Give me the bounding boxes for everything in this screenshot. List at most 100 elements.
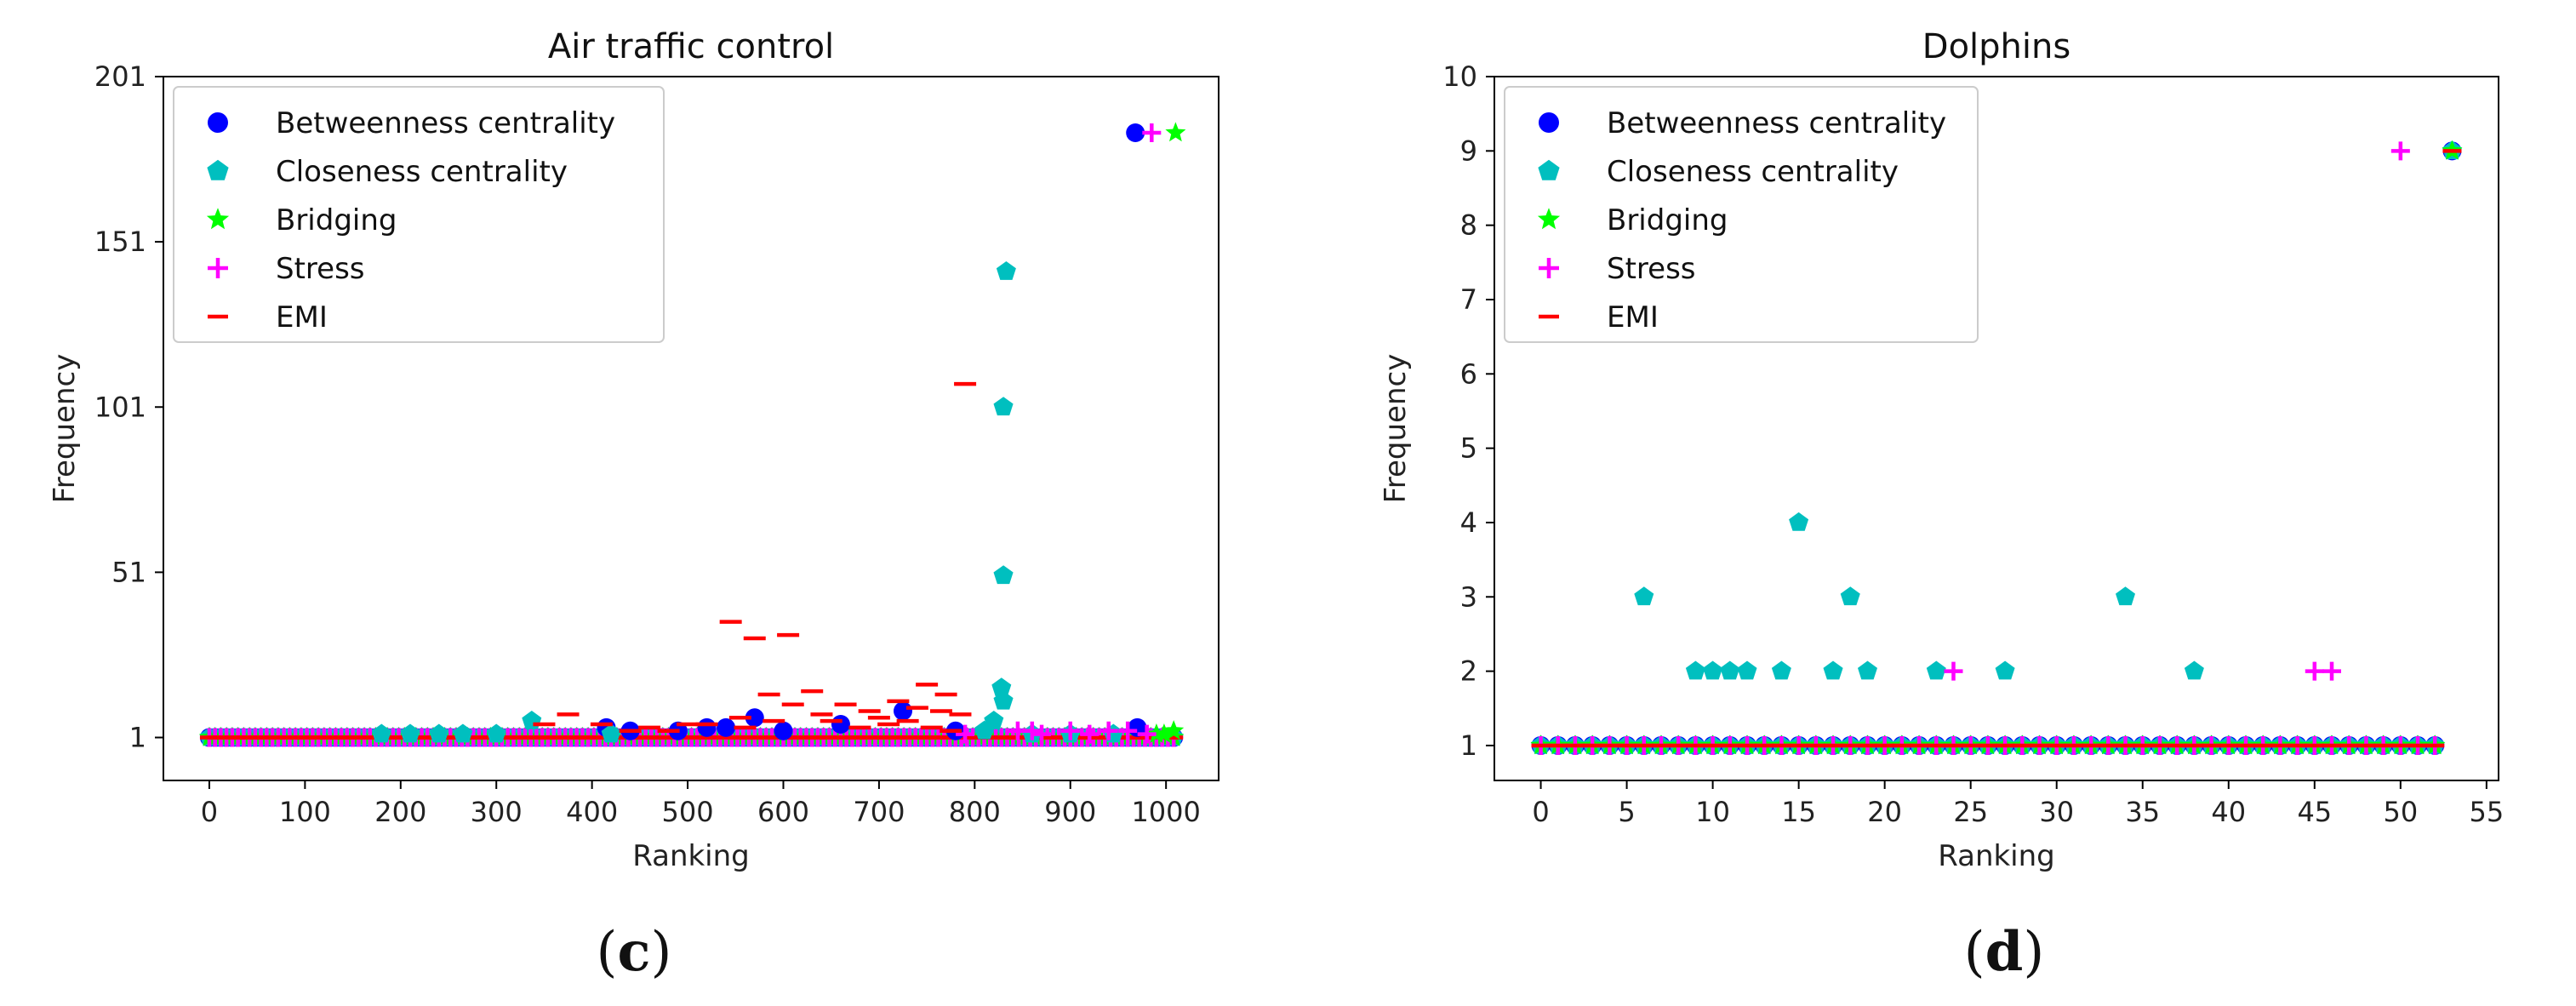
x-tick-label: 35 bbox=[2125, 796, 2160, 828]
y-tick-label: 51 bbox=[111, 556, 146, 588]
data-point-closeness bbox=[993, 565, 1014, 585]
y-tick-label: 6 bbox=[1460, 357, 1477, 390]
series-bridging bbox=[1145, 122, 1186, 743]
y-tick-label: 1 bbox=[1460, 729, 1477, 762]
y-tick-label: 9 bbox=[1460, 134, 1477, 167]
caption-letter: d bbox=[1985, 920, 2024, 984]
data-point-stress bbox=[2305, 661, 2324, 681]
legend-marker-betweenness bbox=[208, 112, 228, 133]
y-tick-label: 10 bbox=[1442, 60, 1477, 93]
legend-label-betweenness: Betweenness centrality bbox=[276, 106, 615, 140]
data-point-closeness bbox=[2116, 586, 2135, 606]
data-point-stress bbox=[1944, 661, 1963, 681]
x-tick-label: 55 bbox=[2469, 796, 2504, 828]
y-axis-label: Frequency bbox=[1379, 354, 1413, 504]
plot-data-layer bbox=[1530, 140, 2463, 755]
data-point-closeness bbox=[2184, 660, 2204, 680]
plot-data-layer bbox=[198, 122, 1186, 747]
y-tick-label: 101 bbox=[94, 391, 146, 423]
data-point-stress bbox=[1142, 123, 1162, 143]
x-tick-label: 0 bbox=[201, 796, 218, 828]
plot-frame bbox=[163, 76, 1219, 781]
caption-close: ) bbox=[650, 921, 671, 984]
legend-label-stress: Stress bbox=[1607, 252, 1696, 286]
data-point-stress bbox=[1008, 721, 1027, 740]
x-tick-label: 600 bbox=[757, 796, 809, 828]
legend-marker-bridging bbox=[1537, 208, 1561, 230]
x-tick-label: 400 bbox=[566, 796, 618, 828]
y-tick-label: 201 bbox=[94, 60, 146, 93]
chart-panel-c: Air traffic control 0 100 200 300 400 500 600 70… bbox=[48, 27, 1219, 984]
data-point-closeness bbox=[974, 720, 995, 740]
data-point-closeness bbox=[1823, 660, 1843, 680]
x-axis-label: Ranking bbox=[1938, 839, 2055, 873]
data-point-bridging bbox=[1163, 720, 1185, 740]
x-tick-label: 40 bbox=[2211, 796, 2246, 828]
data-point-stress bbox=[956, 724, 975, 744]
legend-marker-stress bbox=[1539, 258, 1559, 278]
x-tick-label: 1000 bbox=[1131, 796, 1200, 828]
data-point-closeness bbox=[601, 723, 621, 743]
x-tick-label: 45 bbox=[2297, 796, 2332, 828]
panel-caption: (d) bbox=[1964, 920, 2045, 984]
data-point-stress bbox=[1137, 724, 1157, 744]
data-point-betweenness bbox=[1126, 123, 1145, 143]
legend-marker-closeness bbox=[207, 159, 229, 180]
legend-marker-betweenness bbox=[1539, 112, 1559, 133]
data-point-betweenness bbox=[745, 708, 764, 728]
data-point-stress bbox=[1032, 724, 1052, 744]
x-tick-label: 50 bbox=[2383, 796, 2418, 828]
data-point-closeness bbox=[486, 723, 506, 743]
chart-title: Dolphins bbox=[1922, 27, 2071, 66]
legend-label-emi: EMI bbox=[1607, 300, 1659, 334]
x-tick-label: 700 bbox=[853, 796, 905, 828]
panel-caption: (c) bbox=[597, 920, 672, 984]
x-tick-label: 500 bbox=[662, 796, 714, 828]
legend-marker-closeness bbox=[1538, 159, 1560, 180]
data-point-betweenness bbox=[774, 721, 793, 740]
y-tick-label: 7 bbox=[1460, 283, 1477, 316]
series-stress bbox=[1944, 141, 2410, 681]
x-tick-label: 900 bbox=[1044, 796, 1096, 828]
data-point-closeness bbox=[1737, 660, 1757, 680]
data-point-betweenness bbox=[717, 717, 736, 737]
legend: Betweenness centrality Closeness centrali… bbox=[1504, 86, 1979, 343]
x-tick-label: 25 bbox=[1953, 796, 1988, 828]
data-point-closeness bbox=[1634, 586, 1654, 606]
legend-label-closeness: Closeness centrality bbox=[1607, 155, 1899, 189]
legend-marker-stress bbox=[208, 258, 228, 278]
data-point-closeness bbox=[1995, 660, 2015, 680]
series-closeness bbox=[371, 261, 1123, 743]
chart-title: Air traffic control bbox=[548, 27, 834, 66]
x-tick-label: 100 bbox=[279, 796, 331, 828]
legend-label-betweenness: Betweenness centrality bbox=[1607, 106, 1946, 140]
data-point-stress bbox=[1118, 721, 1138, 740]
x-tick-label: 15 bbox=[1781, 796, 1816, 828]
data-point-stress bbox=[1060, 721, 1080, 740]
y-tick-label: 3 bbox=[1460, 580, 1477, 613]
data-point-bridging bbox=[1165, 122, 1186, 142]
x-tick-label: 200 bbox=[374, 796, 426, 828]
x-tick-label: 30 bbox=[2039, 796, 2074, 828]
data-point-stress bbox=[1080, 724, 1100, 744]
data-point-closeness bbox=[400, 723, 420, 743]
data-point-closeness bbox=[371, 723, 391, 743]
legend-label-closeness: Closeness centrality bbox=[276, 155, 568, 189]
data-point-stress bbox=[2322, 661, 2342, 681]
data-point-closeness bbox=[1703, 660, 1723, 680]
x-tick-label: 20 bbox=[1867, 796, 1902, 828]
data-point-betweenness bbox=[894, 701, 913, 721]
x-tick-label: 10 bbox=[1695, 796, 1730, 828]
y-tick-label: 2 bbox=[1460, 655, 1477, 688]
data-point-stress bbox=[2390, 141, 2410, 161]
data-point-closeness bbox=[1685, 660, 1705, 680]
data-point-closeness bbox=[993, 690, 1014, 710]
series-stress bbox=[956, 123, 1162, 744]
data-point-stress bbox=[1099, 721, 1118, 740]
y-tick-label: 5 bbox=[1460, 432, 1477, 465]
caption-letter: c bbox=[618, 920, 651, 984]
data-point-closeness bbox=[993, 397, 1014, 416]
legend-marker-bridging bbox=[206, 208, 230, 230]
data-point-betweenness bbox=[831, 714, 850, 734]
x-axis-label: Ranking bbox=[632, 839, 750, 873]
